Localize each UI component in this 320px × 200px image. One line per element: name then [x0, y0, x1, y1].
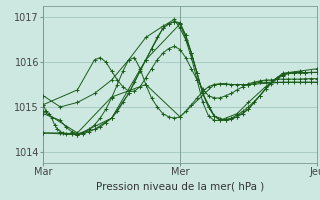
X-axis label: Pression niveau de la mer( hPa ): Pression niveau de la mer( hPa ) [96, 181, 264, 191]
